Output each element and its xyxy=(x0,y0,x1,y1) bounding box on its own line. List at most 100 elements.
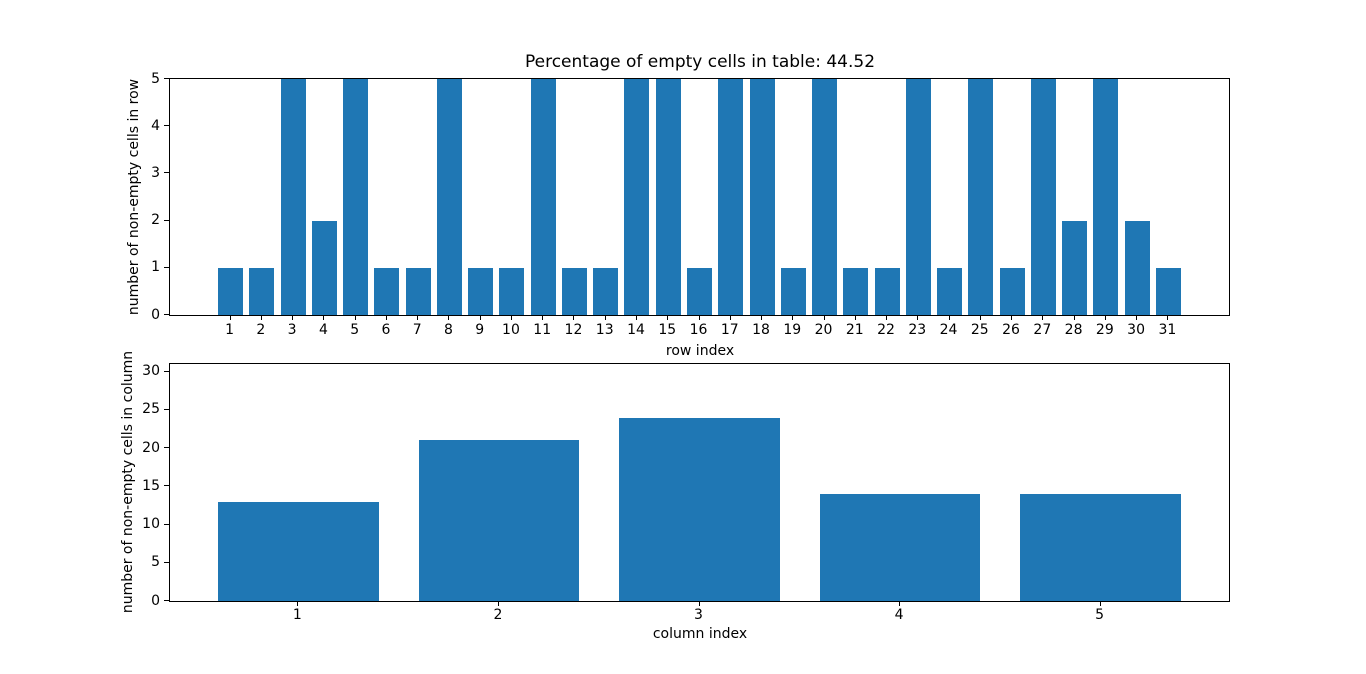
row-x-tick-label: 19 xyxy=(783,322,802,338)
row-x-tick-label: 5 xyxy=(350,322,360,338)
row-bar xyxy=(655,79,681,315)
row-bar xyxy=(812,79,838,315)
row-x-tick xyxy=(761,315,762,320)
row-x-tick xyxy=(448,315,450,320)
column-x-tick-label: 2 xyxy=(493,607,503,623)
row-x-tick-label: 17 xyxy=(720,322,739,338)
row-x-tick xyxy=(698,315,700,320)
column-y-tick xyxy=(164,561,169,563)
row-bar xyxy=(1030,79,1056,315)
row-x-tick-label: 8 xyxy=(443,322,453,338)
row-x-tick xyxy=(1167,315,1169,320)
column-chart-x-axis-label: column index xyxy=(652,626,748,642)
column-x-tick-label: 5 xyxy=(1095,607,1105,623)
row-bar xyxy=(1124,220,1150,315)
row-x-tick xyxy=(1136,315,1138,320)
row-bar xyxy=(405,267,431,315)
row-x-tick xyxy=(1042,315,1044,320)
row-x-tick xyxy=(792,315,794,320)
row-y-tick xyxy=(164,172,169,174)
row-x-tick xyxy=(385,315,387,320)
row-y-tick xyxy=(164,314,169,315)
column-y-tick xyxy=(164,447,169,449)
column-bar xyxy=(619,417,780,601)
row-bar xyxy=(749,79,775,315)
row-bar xyxy=(1062,220,1088,315)
row-y-tick-label: 2 xyxy=(151,212,160,229)
row-y-tick-label: 0 xyxy=(151,306,160,323)
row-x-tick-label: 21 xyxy=(845,322,864,338)
row-x-tick-label: 30 xyxy=(1127,322,1146,338)
column-y-tick-label: 15 xyxy=(142,477,160,494)
column-y-tick xyxy=(164,485,169,487)
chart-title: Percentage of empty cells in table: 44.5… xyxy=(524,52,876,72)
row-x-tick-label: 13 xyxy=(595,322,614,338)
row-x-tick-label: 2 xyxy=(256,322,266,338)
column-y-tick-label: 20 xyxy=(142,439,160,456)
row-bar xyxy=(593,267,619,315)
row-x-tick xyxy=(542,315,544,320)
column-y-tick xyxy=(164,370,169,372)
column-x-tick xyxy=(698,601,700,606)
column-x-tick xyxy=(497,601,499,606)
row-bar xyxy=(561,267,587,315)
row-x-tick-label: 26 xyxy=(1002,322,1020,338)
row-bar xyxy=(718,79,744,315)
row-chart-y-axis-label: number of non-empty cells in row xyxy=(126,78,142,316)
row-x-tick xyxy=(260,315,262,320)
column-x-tick-label: 3 xyxy=(694,607,703,623)
column-bar xyxy=(218,501,379,601)
row-x-tick-label: 7 xyxy=(412,322,422,338)
row-x-tick xyxy=(948,315,950,320)
row-x-tick xyxy=(417,315,419,320)
row-y-tick-label: 5 xyxy=(151,70,160,87)
row-x-tick xyxy=(729,315,731,320)
column-y-tick xyxy=(164,523,169,525)
row-bar xyxy=(311,220,337,315)
row-x-tick xyxy=(1104,315,1106,320)
row-bar xyxy=(624,79,650,315)
row-x-tick-label: 10 xyxy=(502,322,520,338)
row-bar xyxy=(780,267,806,315)
row-x-tick-label: 29 xyxy=(1095,322,1114,338)
row-x-tick xyxy=(604,315,606,320)
row-x-tick xyxy=(917,315,919,320)
row-x-tick-label: 28 xyxy=(1064,322,1083,338)
row-chart-plot-area xyxy=(169,78,1230,316)
row-x-tick-label: 3 xyxy=(287,322,297,338)
row-x-tick-label: 15 xyxy=(658,322,677,338)
column-y-tick xyxy=(164,408,169,410)
row-x-tick-label: 23 xyxy=(908,322,927,338)
row-x-tick-label: 22 xyxy=(877,322,895,338)
row-x-tick xyxy=(573,315,575,320)
row-x-tick-label: 20 xyxy=(814,322,833,338)
row-bar xyxy=(968,79,994,315)
row-x-tick xyxy=(667,315,669,320)
row-x-tick xyxy=(510,315,512,320)
row-bar xyxy=(468,267,494,315)
row-x-tick-label: 9 xyxy=(475,322,485,338)
row-x-tick xyxy=(229,315,231,320)
row-bar xyxy=(374,267,400,315)
row-x-tick-label: 25 xyxy=(970,322,989,338)
column-x-tick-label: 4 xyxy=(894,607,904,623)
row-x-tick-label: 4 xyxy=(318,322,328,338)
column-y-tick-label: 30 xyxy=(142,363,160,380)
column-y-tick-label: 10 xyxy=(142,516,160,533)
column-chart-y-axis-label: number of non-empty cells in column xyxy=(120,350,136,614)
row-y-tick-label: 4 xyxy=(151,117,160,134)
row-y-tick xyxy=(164,219,169,221)
column-y-tick-label: 5 xyxy=(151,554,160,571)
row-x-tick xyxy=(1011,315,1013,320)
row-x-tick xyxy=(479,315,481,320)
row-bar xyxy=(905,79,931,315)
row-x-tick xyxy=(823,315,825,320)
row-x-tick-label: 24 xyxy=(939,322,958,338)
column-bar xyxy=(1020,493,1181,601)
row-x-tick xyxy=(323,315,325,320)
row-y-tick-label: 3 xyxy=(151,164,160,181)
column-x-tick-label: 1 xyxy=(292,607,302,623)
row-x-tick xyxy=(979,315,981,320)
row-x-tick xyxy=(635,315,637,320)
